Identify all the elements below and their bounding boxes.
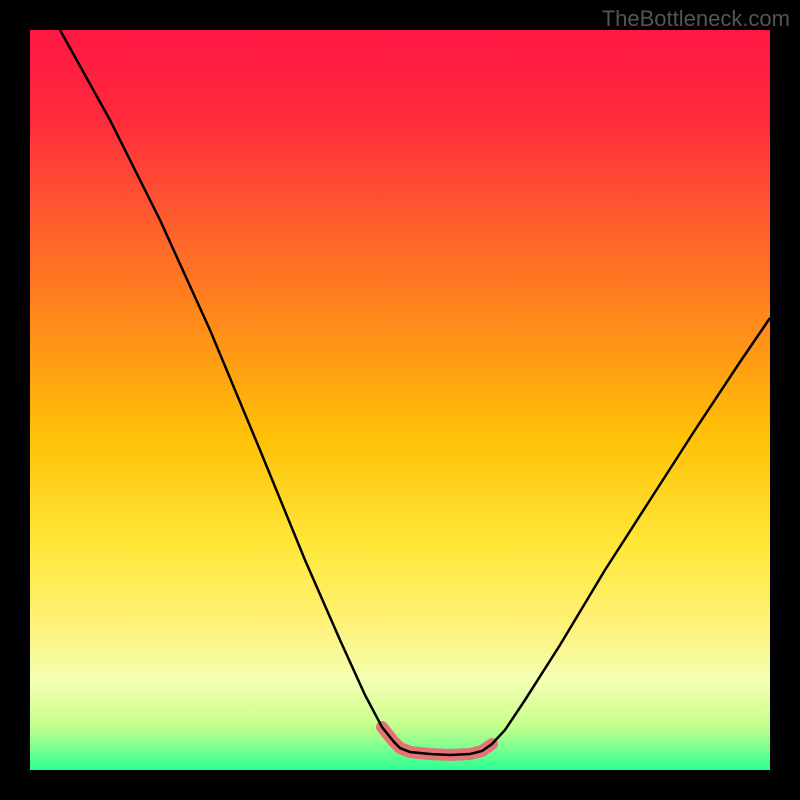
watermark-text: TheBottleneck.com [602,6,790,32]
chart-svg [0,0,800,800]
gradient-background [30,30,770,770]
bottleneck-chart: TheBottleneck.com [0,0,800,800]
